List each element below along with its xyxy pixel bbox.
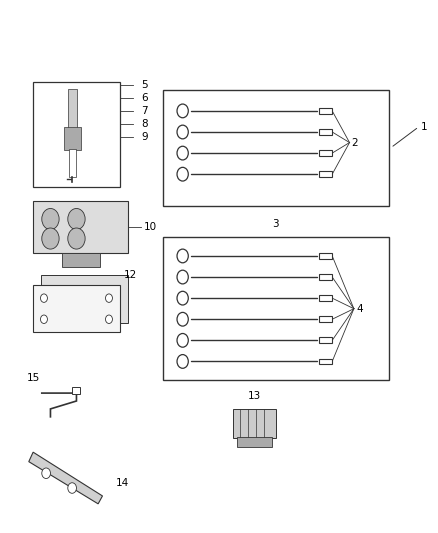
Bar [67, 90, 77, 130]
Text: 5: 5 [141, 79, 148, 90]
Bar [163, 238, 388, 380]
Bar [232, 409, 275, 438]
Circle shape [177, 249, 188, 263]
Circle shape [67, 483, 76, 494]
Text: 8: 8 [141, 119, 148, 129]
Circle shape [177, 354, 188, 368]
Text: 4: 4 [355, 304, 362, 314]
Circle shape [67, 208, 85, 230]
Bar [72, 387, 80, 394]
Text: 3: 3 [272, 219, 279, 229]
Bar [62, 253, 99, 266]
Bar [318, 359, 332, 365]
Bar [318, 129, 332, 135]
Bar [236, 437, 271, 447]
Bar [33, 200, 128, 253]
Bar [318, 317, 332, 322]
Bar [318, 337, 332, 343]
Bar [68, 149, 76, 177]
Circle shape [177, 292, 188, 305]
Circle shape [177, 270, 188, 284]
Bar [163, 90, 388, 206]
Bar [41, 276, 127, 323]
Text: 14: 14 [115, 478, 128, 488]
Text: 6: 6 [141, 93, 148, 103]
Circle shape [42, 228, 59, 249]
Circle shape [105, 315, 112, 324]
Circle shape [40, 315, 47, 324]
Circle shape [177, 125, 188, 139]
Text: 9: 9 [141, 132, 148, 142]
Circle shape [67, 228, 85, 249]
Circle shape [177, 104, 188, 118]
Text: 1: 1 [420, 122, 427, 132]
Text: 13: 13 [247, 391, 260, 401]
Text: 12: 12 [124, 270, 137, 280]
Text: 2: 2 [351, 138, 357, 148]
Circle shape [177, 146, 188, 160]
Bar [318, 108, 332, 114]
Circle shape [177, 167, 188, 181]
Bar [318, 253, 332, 259]
Circle shape [42, 208, 59, 230]
Text: 10: 10 [143, 222, 156, 232]
Polygon shape [29, 452, 102, 504]
Circle shape [177, 334, 188, 347]
Circle shape [42, 468, 50, 479]
Bar [318, 171, 332, 177]
Bar [318, 274, 332, 280]
Bar [318, 295, 332, 301]
Bar [64, 127, 81, 150]
Bar [318, 150, 332, 156]
Text: 15: 15 [26, 373, 40, 383]
Bar [33, 82, 120, 188]
Circle shape [40, 294, 47, 302]
Bar [33, 285, 120, 333]
Circle shape [177, 312, 188, 326]
Text: 7: 7 [141, 106, 148, 116]
Circle shape [105, 294, 112, 302]
